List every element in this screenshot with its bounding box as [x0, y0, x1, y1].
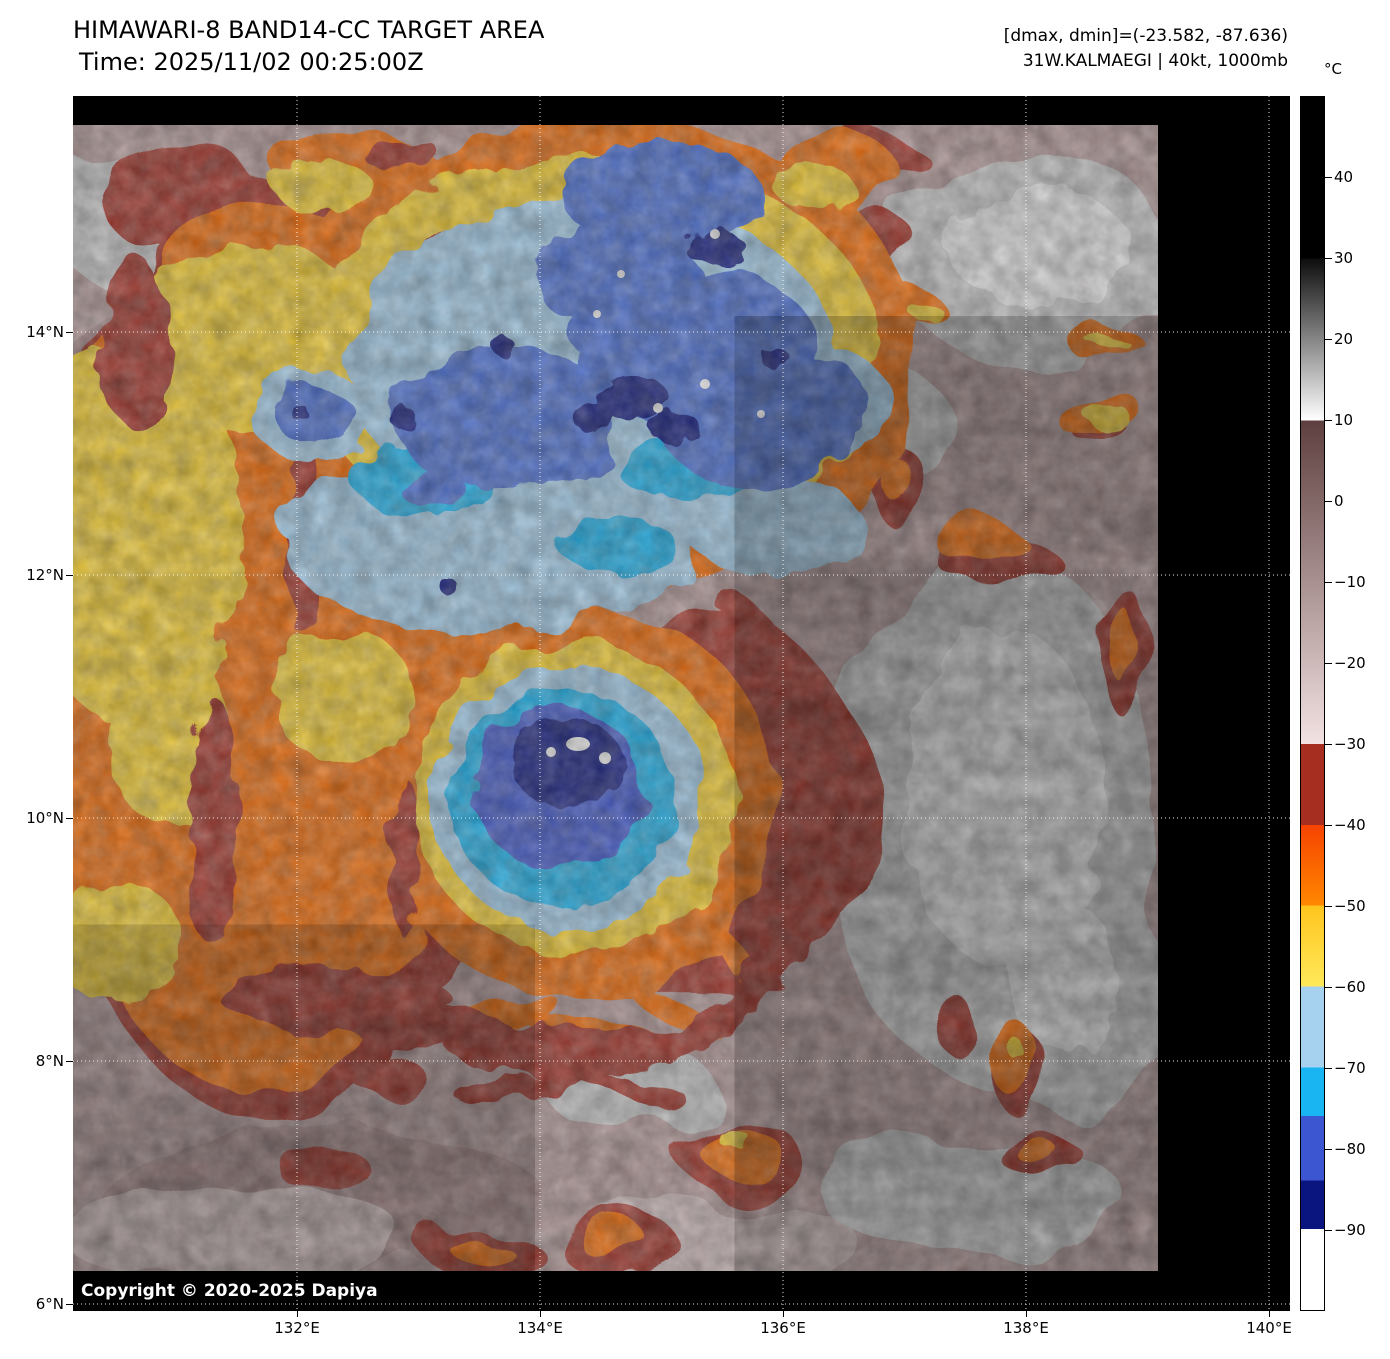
lat-tick-label: 6°N	[0, 1294, 73, 1314]
dmax-dmin-readout: [dmax, dmin]=(-23.582, -87.636)	[1003, 26, 1288, 46]
storm-info: 31W.KALMAEGI | 40kt, 1000mb	[1022, 51, 1288, 71]
colorbar-tick-label: −90	[1325, 1221, 1366, 1239]
lon-tick-label: 136°E	[751, 1310, 815, 1338]
satellite-image	[73, 96, 1290, 1311]
colorbar-tick-label: −70	[1325, 1059, 1366, 1077]
colorbar-tick-label: −30	[1325, 735, 1366, 753]
figure-title: HIMAWARI-8 BAND14-CC TARGET AREA	[73, 16, 545, 44]
lat-tick-label: 14°N	[0, 322, 73, 342]
colorbar-gradient	[1300, 96, 1325, 1311]
lon-tick-label: 134°E	[508, 1310, 572, 1338]
graticule-gridlines	[73, 96, 1290, 1311]
colorbar-tick-label: −40	[1325, 816, 1366, 834]
lon-tick-label: 132°E	[265, 1310, 329, 1338]
colorbar-tick-label: 0	[1325, 492, 1344, 510]
colorbar-tick-label: −20	[1325, 654, 1366, 672]
map-plot-area	[73, 96, 1290, 1311]
colorbar-unit-label: °C	[1324, 60, 1342, 78]
figure-time: Time: 2025/11/02 00:25:00Z	[79, 48, 424, 76]
colorbar-tick-label: −10	[1325, 573, 1366, 591]
lat-tick-label: 10°N	[0, 808, 73, 828]
colorbar-tick-label: −50	[1325, 897, 1366, 915]
colorbar-tick-label: 10	[1324, 411, 1354, 429]
colorbar-tick-label: 20	[1324, 330, 1354, 348]
lat-tick-label: 8°N	[0, 1051, 73, 1071]
copyright-watermark: Copyright © 2020-2025 Dapiya	[81, 1281, 378, 1301]
lon-tick-label: 138°E	[994, 1310, 1058, 1338]
colorbar-tick-label: 40	[1324, 168, 1354, 186]
colorbar-tick-label: −60	[1325, 978, 1366, 996]
colorbar-tick-label: 30	[1324, 249, 1354, 267]
lat-tick-label: 12°N	[0, 565, 73, 585]
lon-tick-label: 140°E	[1237, 1310, 1301, 1338]
colorbar-tick-label: −80	[1325, 1140, 1366, 1158]
